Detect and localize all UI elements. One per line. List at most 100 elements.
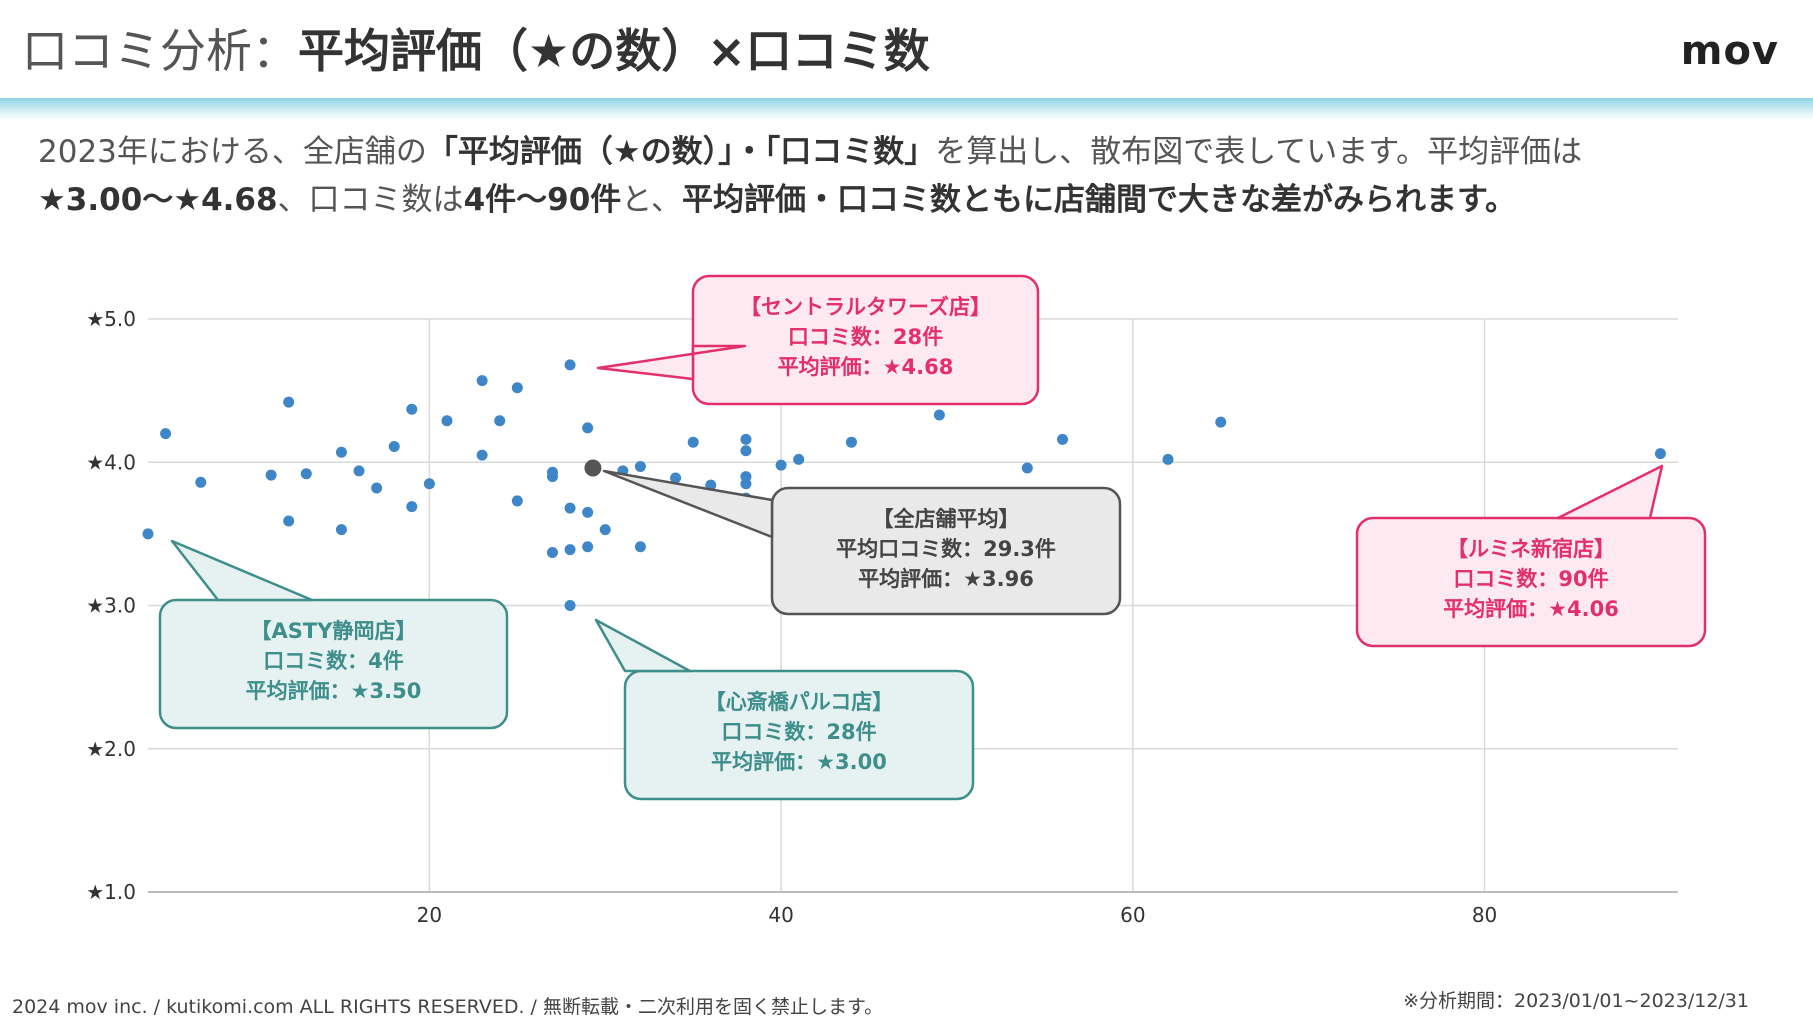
y-tick-label: ★1.0	[86, 880, 136, 904]
data-point	[476, 449, 488, 461]
data-point	[1021, 462, 1033, 474]
callout-line: 口コミ数：4件	[263, 649, 404, 673]
data-point	[775, 459, 787, 471]
footer-copyright: 2024 mov inc. / kutikomi.com ALL RIGHTS …	[12, 996, 884, 1018]
page-header: 口コミ分析：平均評価（★の数）×口コミ数 mov	[0, 0, 1813, 98]
average-point	[584, 459, 602, 477]
data-point	[160, 428, 172, 440]
data-point	[582, 541, 594, 553]
data-point	[793, 453, 805, 465]
callout-line: 平均評価：★3.50	[246, 679, 422, 703]
desc-part-1: 2023年における、全店舗の	[38, 134, 427, 170]
data-point	[634, 461, 646, 473]
data-point	[740, 445, 752, 457]
callout-line: 平均評価：★4.06	[1443, 597, 1619, 621]
desc-part-4: と、	[621, 182, 683, 218]
data-point	[494, 415, 506, 427]
data-point	[195, 476, 207, 488]
data-point	[599, 524, 611, 536]
data-point	[388, 440, 400, 452]
callout-title: 【心斎橋パルコ店】	[705, 690, 894, 714]
callout-box	[623, 669, 975, 801]
data-point	[687, 436, 699, 448]
data-point	[582, 422, 594, 434]
y-tick-label: ★3.0	[86, 594, 136, 618]
data-point	[670, 472, 682, 484]
x-tick-label: 60	[1120, 903, 1145, 927]
callout-line: 口コミ数：28件	[721, 720, 876, 744]
desc-bold-4: 平均評価・口コミ数ともに店舗間で大きな差がみられます。	[682, 182, 1516, 218]
data-point	[265, 469, 277, 481]
data-point	[511, 382, 523, 394]
desc-bold-2: ★3.00〜★4.68	[38, 182, 278, 218]
callout-box	[158, 598, 509, 730]
callout-box	[691, 274, 1040, 406]
data-point	[933, 409, 945, 421]
callout-line: 平均評価：★4.68	[778, 355, 954, 379]
data-point	[283, 396, 295, 408]
callout-pointer	[1556, 464, 1664, 520]
data-point	[845, 436, 857, 448]
data-point	[1056, 433, 1068, 445]
data-point	[564, 544, 576, 556]
data-point	[283, 515, 295, 527]
data-point	[335, 524, 347, 536]
callout-box	[770, 486, 1122, 616]
data-point	[406, 403, 418, 415]
callout-pointer	[596, 344, 747, 381]
callout-title: 【ルミネ新宿店】	[1447, 537, 1615, 561]
data-point	[582, 506, 594, 518]
callout-line: 平均評価：★3.00	[711, 750, 887, 774]
desc-bold-3: 4件〜90件	[463, 182, 622, 218]
callout-pointer	[602, 469, 774, 539]
callout-title: 【全店舗平均】	[873, 507, 1020, 531]
mov-logo: mov	[1680, 28, 1779, 74]
data-point	[740, 433, 752, 445]
scatter-chart: 20 40 60 80 ★1.0 ★2.0 ★3.0 ★4.0 ★5.0 【セントラルタワーズ店】…	[86, 274, 1707, 927]
desc-part-2: を算出し、散布図で表しています。平均評価は	[935, 134, 1583, 170]
callout-pointer	[594, 618, 692, 673]
data-point	[1162, 453, 1174, 465]
data-point	[441, 415, 453, 427]
data-point	[353, 465, 365, 477]
description-text: 2023年における、全店舗の「平均評価（★の数）」・「口コミ数」を算出し、散布図…	[38, 128, 1788, 224]
data-point	[1215, 416, 1227, 428]
data-point	[546, 471, 558, 483]
footer-analysis-period: ※分析期間：2023/01/01~2023/12/31	[1403, 990, 1749, 1012]
data-point	[564, 359, 576, 371]
page-title-main: 平均評価（★の数）×口コミ数	[298, 24, 930, 78]
x-tick-label: 20	[417, 903, 442, 927]
callout-line: 平均評価：★3.96	[858, 567, 1034, 591]
data-point	[634, 541, 646, 553]
x-tick-label: 40	[768, 903, 793, 927]
callout-title: 【ASTY静岡店】	[251, 619, 417, 643]
data-point	[476, 375, 488, 387]
data-point	[300, 468, 312, 480]
data-point	[423, 478, 435, 490]
y-tick-label: ★2.0	[86, 737, 136, 761]
callout-title: 【セントラルタワーズ店】	[740, 295, 991, 319]
callout-line: 口コミ数：90件	[1453, 567, 1608, 591]
x-tick-label: 80	[1472, 903, 1497, 927]
y-tick-label: ★4.0	[86, 450, 136, 474]
callout-box	[1355, 516, 1707, 648]
data-point	[1654, 448, 1666, 460]
desc-part-3: 、口コミ数は	[277, 182, 464, 218]
data-point	[564, 600, 576, 611]
header-gradient-bar	[0, 98, 1813, 120]
page-title: 口コミ分析：平均評価（★の数）×口コミ数	[22, 22, 930, 80]
data-point	[335, 446, 347, 458]
data-point	[142, 528, 154, 540]
page-title-prefix: 口コミ分析：	[22, 24, 298, 78]
desc-bold-1: 「平均評価（★の数）」・「口コミ数」	[426, 134, 936, 170]
data-point	[546, 546, 558, 558]
callout-line: 口コミ数：28件	[788, 325, 943, 349]
data-point	[740, 478, 752, 490]
callout-line: 平均口コミ数：29.3件	[836, 537, 1056, 561]
y-tick-label: ★5.0	[86, 307, 136, 331]
data-point	[406, 501, 418, 513]
callout-pointer	[170, 539, 314, 602]
data-point	[511, 495, 523, 507]
data-point	[371, 482, 383, 494]
data-point	[564, 502, 576, 514]
